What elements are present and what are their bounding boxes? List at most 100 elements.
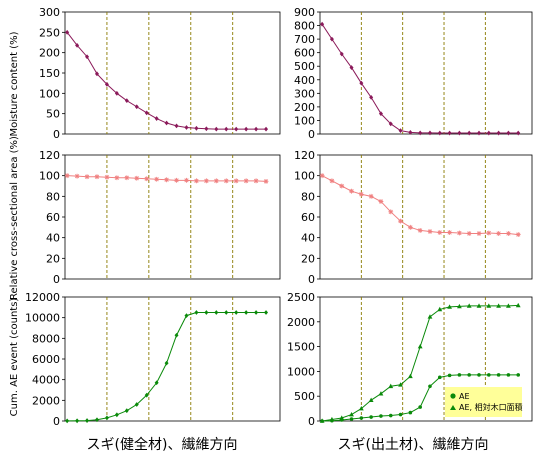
data-point xyxy=(417,228,423,233)
data-point xyxy=(154,380,159,386)
data-point xyxy=(204,126,209,132)
data-point xyxy=(417,344,423,349)
data-point xyxy=(379,414,383,418)
data-point xyxy=(184,125,189,130)
data-point xyxy=(407,224,413,230)
data-point xyxy=(437,306,443,312)
data-point xyxy=(224,310,229,315)
data-point xyxy=(506,130,511,136)
data-point xyxy=(164,120,169,126)
data-point xyxy=(388,383,394,389)
data-point xyxy=(506,373,511,377)
data-point xyxy=(515,232,521,237)
data-point xyxy=(254,310,259,315)
data-point xyxy=(447,304,452,309)
data-point xyxy=(94,71,99,77)
data-point xyxy=(234,126,239,132)
data-point xyxy=(358,406,364,411)
y-tick-label: 80 xyxy=(46,190,60,203)
panel-left-top: 0 50 100 150 200 250 300 xyxy=(39,6,281,141)
y-tick-label: 2000 xyxy=(287,316,315,329)
data-point xyxy=(358,191,364,197)
data-point xyxy=(349,417,354,421)
data-point xyxy=(244,126,249,132)
data-point xyxy=(339,415,345,420)
y-tick-label: 120 xyxy=(39,149,60,162)
data-point xyxy=(339,51,344,57)
y-tick-label: 80 xyxy=(301,190,315,203)
y-tick-label: 600 xyxy=(294,47,315,60)
y-tick-label: 8000 xyxy=(32,332,60,345)
data-point xyxy=(224,126,229,132)
y-tick-label: 0 xyxy=(308,415,315,428)
data-point xyxy=(427,130,432,136)
data-point xyxy=(447,230,452,235)
data-point xyxy=(319,418,325,423)
data-point xyxy=(437,375,442,380)
caption-right: スギ(出土材)、繊維方向 xyxy=(338,437,489,453)
y-tick-label: 800 xyxy=(294,20,315,33)
y-tick-label: 500 xyxy=(294,390,315,403)
data-point xyxy=(349,65,354,70)
y-tick-label: 100 xyxy=(294,170,315,183)
data-point xyxy=(134,104,139,110)
data-point xyxy=(456,303,462,309)
data-point xyxy=(339,183,345,189)
data-point xyxy=(378,111,383,117)
data-point xyxy=(253,178,259,184)
y-tick-label: 500 xyxy=(294,60,315,73)
y-tick-label: 0 xyxy=(53,128,60,141)
data-point xyxy=(214,310,219,315)
data-point xyxy=(74,173,80,179)
data-point xyxy=(476,303,482,308)
data-point xyxy=(428,384,432,389)
data-point xyxy=(104,81,109,87)
data-point xyxy=(427,229,433,234)
data-point xyxy=(329,36,334,42)
data-point xyxy=(359,416,364,420)
y-tick-label: 40 xyxy=(46,232,60,245)
data-point xyxy=(447,373,452,378)
data-point xyxy=(134,402,139,407)
data-point xyxy=(85,54,90,60)
plot-frame xyxy=(319,154,533,280)
data-point xyxy=(214,126,219,132)
data-point xyxy=(184,313,189,318)
data-point xyxy=(254,126,259,132)
y-tick-label: 2000 xyxy=(32,394,60,407)
y-tick-label: 400 xyxy=(294,74,315,87)
y-tick-label: 20 xyxy=(46,252,60,265)
data-point xyxy=(437,130,442,136)
data-point xyxy=(398,218,403,224)
data-point xyxy=(378,391,384,396)
y-tick-label: 1000 xyxy=(287,365,315,378)
data-point xyxy=(506,303,511,308)
data-point xyxy=(154,176,160,182)
y-tick-label: 100 xyxy=(39,170,60,183)
data-point xyxy=(94,174,100,180)
data-point xyxy=(477,373,481,377)
y-tick-label: 40 xyxy=(301,232,315,245)
data-point xyxy=(264,310,269,315)
data-point xyxy=(203,178,209,184)
data-point xyxy=(184,177,189,183)
legend-label-ae: AE xyxy=(459,392,470,401)
data-point xyxy=(75,42,80,48)
data-point xyxy=(486,130,491,136)
data-point xyxy=(124,98,129,104)
data-point xyxy=(437,230,443,235)
data-point xyxy=(329,416,335,422)
data-point xyxy=(427,314,433,319)
data-point xyxy=(496,130,501,136)
data-point xyxy=(388,121,393,127)
data-point xyxy=(114,90,119,96)
data-point xyxy=(194,310,199,315)
data-point xyxy=(467,130,472,136)
data-point xyxy=(476,231,482,236)
y-tick-label: 6000 xyxy=(32,353,60,366)
y-tick-label: 2500 xyxy=(287,291,315,304)
data-point xyxy=(263,178,269,184)
data-point xyxy=(388,209,394,215)
data-point xyxy=(398,382,403,387)
